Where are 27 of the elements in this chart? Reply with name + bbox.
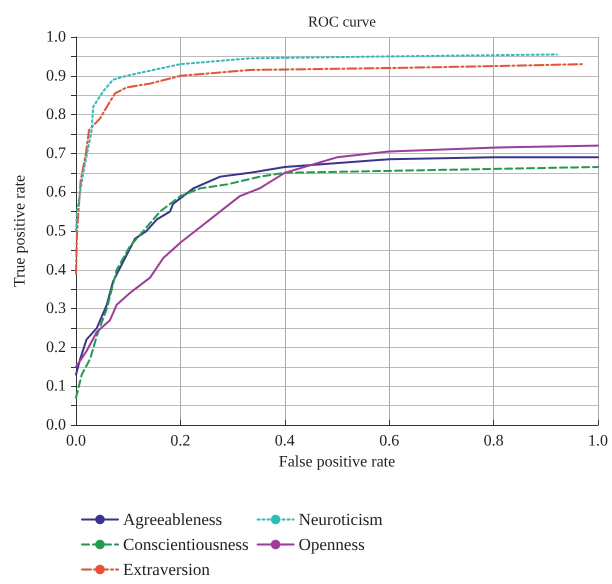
y-tick-label: 0.3 [46,300,66,318]
y-tick-label: 0.9 [46,67,66,84]
legend-label: Neuroticism [298,510,383,529]
x-tick-label: 0.2 [170,432,190,450]
line-series [75,63,583,275]
legend-label: Conscientiousness [123,535,249,554]
y-tick-label: 0.2 [46,338,66,356]
legend-label: Agreeableness [123,510,222,529]
y-tick-label: 0.5 [46,222,66,240]
y-tick-label: 1.0 [46,28,66,46]
x-tick-label: 1.0 [588,432,608,450]
chart-title: ROC curve [308,14,376,30]
y-tick-label: 0.0 [46,416,66,434]
legend-label: Openness [298,535,365,554]
y-tick-label: 0.6 [46,184,66,201]
x-tick-label: 0.6 [379,432,400,450]
y-tick-label: 0.8 [46,106,66,124]
x-tick-label: 0.0 [66,432,86,450]
y-tick-label: 0.7 [46,144,66,162]
y-axis-title: True positive rate [12,174,28,288]
x-axis-title: False positive rate [278,453,396,470]
x-tick-label: 0.4 [274,432,295,450]
legend-label: Extraversion [123,560,210,579]
x-tick-label: 0.8 [484,432,504,450]
y-tick-label: 0.1 [46,378,66,395]
line-series [75,53,558,232]
y-tick-label: 0.4 [46,261,66,278]
